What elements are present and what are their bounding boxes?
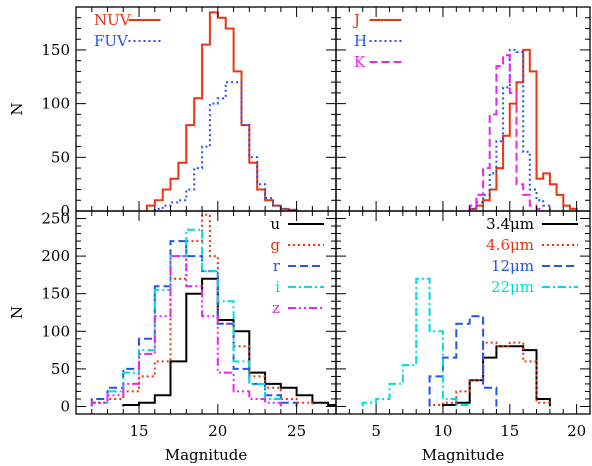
x-tick-label: 5 xyxy=(371,422,381,440)
panel-frame xyxy=(335,6,591,212)
x-tick-label: 10 xyxy=(433,422,452,440)
histogram-series-k xyxy=(468,54,545,211)
legend-label: FUV xyxy=(94,32,129,50)
y-tick-label: 100 xyxy=(41,95,70,113)
y-tick-label: 50 xyxy=(51,148,70,166)
histogram-series-46m xyxy=(428,341,551,407)
histogram-series-z xyxy=(90,255,282,407)
y-tick-label: 150 xyxy=(41,41,70,59)
x-axis-label: Magnitude xyxy=(422,446,505,464)
y-tick-label: 200 xyxy=(41,247,70,265)
panel-frame xyxy=(335,210,591,415)
x-tick-label: 20 xyxy=(567,422,586,440)
y-tick-label: 150 xyxy=(41,285,70,303)
legend-label: 4.6μm xyxy=(486,236,534,254)
y-tick-label: 100 xyxy=(41,322,70,340)
y-tick-label: 0 xyxy=(60,397,70,415)
legend-label: J xyxy=(352,11,360,29)
legend-label: 3.4μm xyxy=(486,215,534,233)
legend-label: K xyxy=(354,53,366,71)
legend-label: g xyxy=(270,236,280,254)
histogram-series-g xyxy=(90,213,314,407)
histogram-series-22m xyxy=(361,277,471,407)
histogram-series-h xyxy=(468,48,551,211)
legend-label: 22μm xyxy=(491,278,534,296)
legend-label: z xyxy=(272,299,280,317)
panel-frame xyxy=(75,210,337,415)
legend-label: i xyxy=(275,278,280,296)
legend-label: NUV xyxy=(94,11,132,29)
y-tick-label: 250 xyxy=(41,210,70,228)
y-tick-label: 50 xyxy=(51,360,70,378)
y-axis-label: N xyxy=(8,306,26,319)
legend: JHK xyxy=(352,11,402,71)
legend-label: 12μm xyxy=(491,257,534,275)
legend-label: H xyxy=(354,32,367,50)
histogram-series-34m xyxy=(441,345,551,407)
histogram-series-nuv xyxy=(145,11,298,211)
x-tick-label: 15 xyxy=(129,422,148,440)
x-tick-label: 15 xyxy=(500,422,519,440)
panel-bottom-right: 5 10 15 20 Magnitude 3.4μm 4.6μm 12μm 22μm xyxy=(335,210,591,464)
legend-label: r xyxy=(273,257,281,275)
x-tick-label: 20 xyxy=(208,422,227,440)
x-axis-label: Magnitude xyxy=(165,446,248,464)
legend-label: u xyxy=(270,215,280,233)
legend: NUV FUV xyxy=(94,11,161,50)
y-tick-label: 0 xyxy=(60,202,70,220)
histogram-series-12m xyxy=(428,315,498,407)
x-tick-label: 25 xyxy=(287,422,306,440)
histogram-series-fuv xyxy=(153,81,298,211)
histogram-series-r xyxy=(90,240,298,407)
legend: 3.4μm 4.6μm 12μm 22μm xyxy=(486,215,578,296)
y-axis-label: N xyxy=(8,102,26,115)
panel-top-left: 0 50 100 150 N NUV FUV xyxy=(8,6,337,220)
panel-top-right: JHK xyxy=(335,6,591,212)
